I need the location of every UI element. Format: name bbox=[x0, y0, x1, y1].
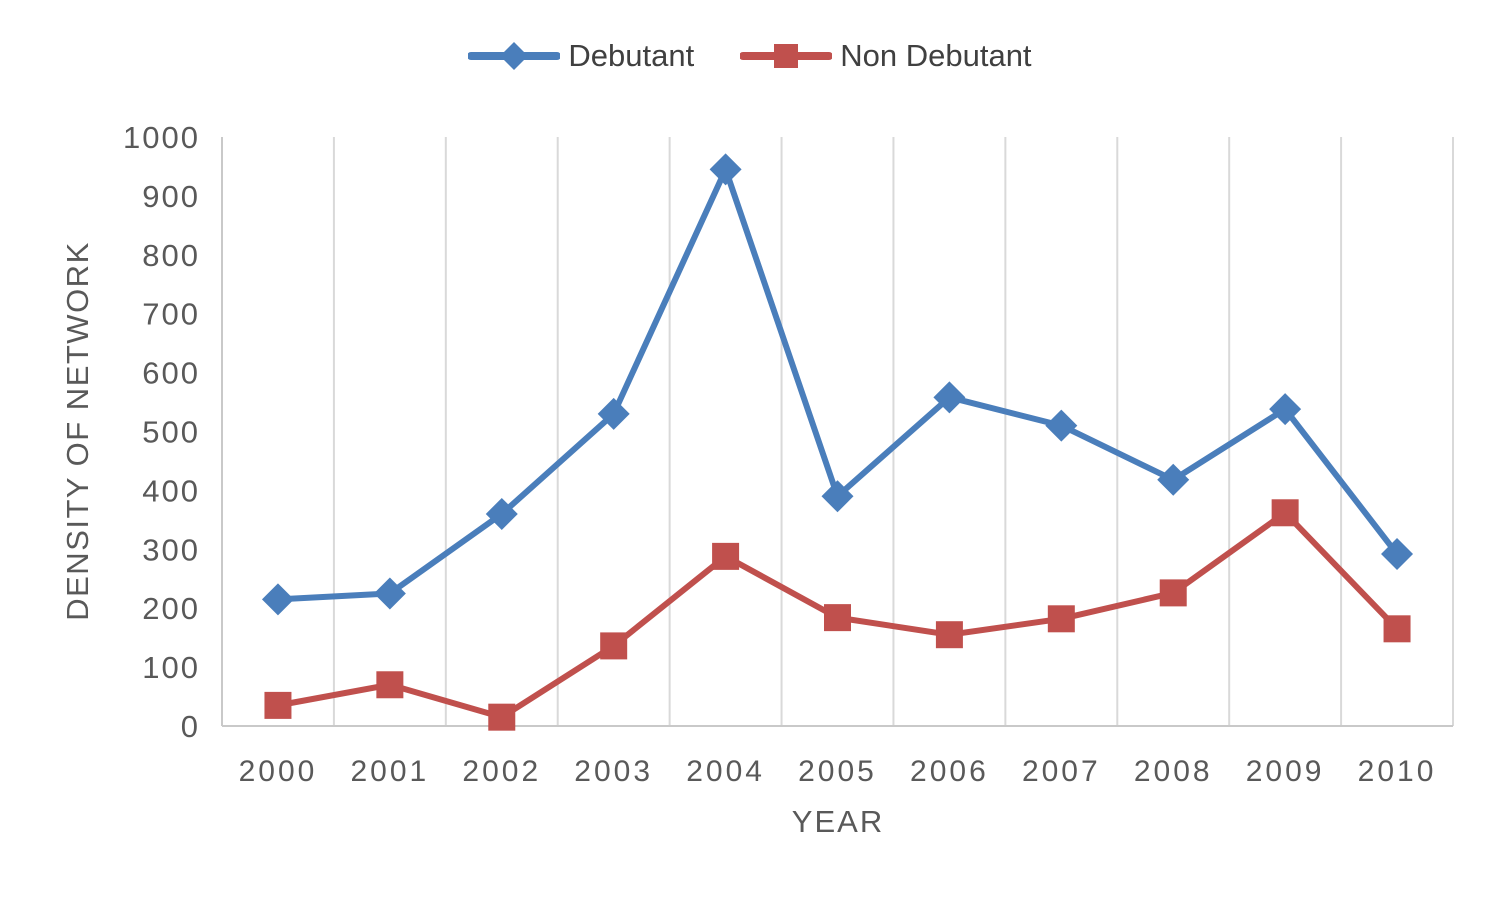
x-tick-label: 2001 bbox=[350, 755, 429, 788]
data-point-marker-square bbox=[1383, 615, 1411, 643]
data-point-marker-square bbox=[1047, 605, 1075, 633]
legend-square-icon bbox=[774, 44, 799, 68]
x-tick-label: 2007 bbox=[1022, 755, 1101, 788]
y-tick-label: 400 bbox=[142, 473, 200, 508]
data-point-marker-diamond bbox=[1157, 463, 1190, 496]
data-point-marker-square bbox=[935, 621, 963, 649]
data-point-marker-square bbox=[1271, 499, 1299, 527]
legend-label-debutant: Debutant bbox=[568, 38, 695, 73]
y-tick-label: 700 bbox=[142, 297, 200, 332]
y-tick-label: 0 bbox=[181, 709, 200, 744]
legend-item-non-debutant: Non Debutant bbox=[740, 38, 1032, 74]
data-point-marker-square bbox=[376, 671, 404, 699]
y-tick-label: 900 bbox=[142, 179, 200, 214]
data-point-marker-square bbox=[712, 542, 740, 570]
x-tick-label: 2005 bbox=[798, 755, 877, 788]
chart-legend: Debutant Non Debutant bbox=[0, 38, 1500, 74]
y-tick-label: 800 bbox=[142, 238, 200, 273]
x-axis-title: YEAR bbox=[791, 804, 885, 839]
legend-debutant-line-diamond-icon bbox=[468, 42, 561, 70]
data-point-marker-diamond bbox=[933, 381, 966, 414]
x-tick-label: 2004 bbox=[686, 755, 765, 788]
data-point-marker-diamond bbox=[1045, 409, 1078, 442]
data-point-marker-diamond bbox=[261, 583, 294, 616]
data-point-marker-square bbox=[488, 703, 516, 731]
data-point-marker-diamond bbox=[1381, 538, 1414, 571]
y-tick-label: 300 bbox=[142, 532, 200, 567]
data-point-marker-diamond bbox=[373, 577, 406, 610]
legend-diamond-icon bbox=[500, 42, 529, 70]
legend-label-non-debutant: Non Debutant bbox=[840, 38, 1032, 73]
x-tick-label: 2010 bbox=[1358, 755, 1437, 788]
y-tick-label: 600 bbox=[142, 356, 200, 391]
data-point-marker-square bbox=[824, 604, 851, 632]
data-point-marker-diamond bbox=[597, 397, 630, 430]
x-tick-label: 2009 bbox=[1246, 755, 1325, 788]
data-point-marker-square bbox=[600, 632, 628, 660]
x-tick-label: 2003 bbox=[574, 755, 653, 788]
x-tick-label: 2006 bbox=[910, 755, 989, 788]
y-tick-label: 200 bbox=[142, 591, 200, 626]
data-point-marker-diamond bbox=[709, 153, 742, 186]
x-tick-label: 2000 bbox=[239, 755, 318, 788]
legend-non-debutant-line-square-icon bbox=[740, 44, 833, 68]
x-tick-label: 2002 bbox=[462, 755, 541, 788]
y-tick-label: 500 bbox=[142, 415, 200, 450]
legend-item-debutant: Debutant bbox=[468, 38, 694, 74]
data-point-marker-diamond bbox=[485, 497, 518, 530]
data-point-marker-diamond bbox=[821, 480, 854, 513]
data-point-marker-square bbox=[264, 691, 292, 719]
x-tick-label: 2008 bbox=[1134, 755, 1213, 788]
data-point-marker-diamond bbox=[1269, 393, 1302, 426]
y-axis-title: DENSITY OF NETWORK bbox=[60, 241, 95, 621]
data-point-marker-square bbox=[1159, 579, 1187, 607]
y-tick-label: 100 bbox=[142, 650, 200, 685]
y-tick-label: 1000 bbox=[123, 120, 200, 155]
